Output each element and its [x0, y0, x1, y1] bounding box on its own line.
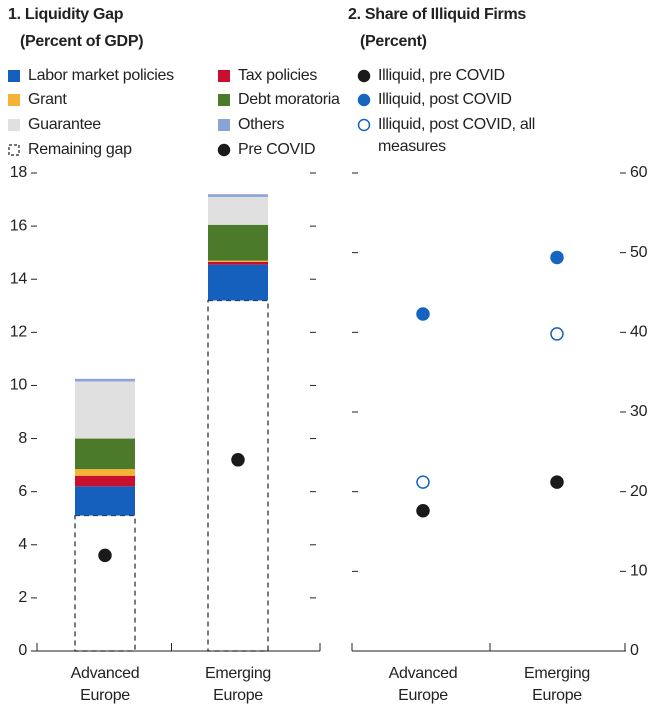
y-tick-label: 6	[18, 483, 27, 500]
data-point	[98, 548, 112, 563]
data-point	[416, 475, 430, 489]
legend-swatch	[218, 94, 230, 106]
bar-segment	[208, 260, 268, 262]
legend-label: Illiquid, post COVID	[378, 91, 512, 108]
y-tick-label: 0	[630, 642, 639, 659]
bar-segment	[75, 475, 135, 487]
bar-segment	[75, 381, 135, 439]
legend-marker	[357, 69, 371, 83]
bar-segment	[75, 438, 135, 470]
legend-label: Remaining gap	[28, 141, 132, 158]
data-point	[416, 504, 430, 518]
data-point	[416, 307, 430, 321]
bar-segment	[75, 378, 135, 382]
bar-segment	[208, 264, 268, 301]
bar-segment	[208, 261, 268, 265]
y-tick-label: 60	[630, 164, 648, 181]
chart-subtitle: (Percent of GDP)	[20, 33, 144, 50]
bar-segment	[208, 224, 268, 261]
legend-swatch	[8, 144, 20, 156]
legend-label: Guarantee	[28, 116, 101, 133]
y-tick-label: 10	[630, 563, 648, 580]
y-tick-label: 20	[630, 483, 648, 500]
bar-segment	[75, 469, 135, 476]
bar-segment	[74, 514, 136, 652]
chart-title: 1. Liquidity Gap	[8, 6, 124, 23]
legend-marker	[217, 143, 231, 157]
bar-segment	[207, 299, 269, 652]
data-point	[550, 475, 564, 489]
y-tick-label: 0	[18, 642, 27, 659]
y-tick-label: 18	[10, 164, 28, 181]
legend-swatch	[218, 70, 230, 82]
y-tick-label: 50	[630, 244, 648, 261]
legend-label: Tax policies	[238, 67, 318, 84]
x-tick-label: Advanced Europe	[388, 665, 458, 704]
x-tick-label: Emerging Europe	[204, 665, 272, 704]
legend-label: Illiquid, post COVID, all measures	[378, 116, 536, 155]
y-tick-label: 2	[18, 589, 27, 606]
legend-label: Illiquid, pre COVID	[378, 67, 505, 84]
y-tick-label: 30	[630, 403, 648, 420]
legend-label: Pre COVID	[238, 141, 316, 158]
legend-swatch	[8, 94, 20, 106]
y-tick-label: 4	[18, 536, 27, 553]
y-tick-label: 14	[10, 270, 28, 287]
legend-label: Grant	[28, 91, 67, 108]
bar-segment	[208, 196, 268, 225]
bar-segment	[75, 486, 135, 516]
y-tick-label: 8	[18, 430, 27, 447]
x-tick-label: Emerging Europe	[523, 665, 591, 704]
y-tick-label: 12	[10, 324, 28, 341]
legend-label: Others	[238, 116, 285, 133]
legend-marker	[357, 118, 371, 132]
legend-label: Debt moratoria	[238, 91, 340, 108]
data-point	[231, 453, 245, 467]
bar-segment	[208, 194, 268, 197]
data-point	[550, 327, 564, 341]
legend-swatch	[8, 119, 20, 131]
legend-marker	[357, 93, 371, 107]
legend-label: Labor market policies	[28, 67, 174, 84]
y-tick-label: 40	[630, 324, 648, 341]
chart-subtitle: (Percent)	[360, 33, 427, 50]
x-tick-label: Advanced Europe	[70, 665, 140, 704]
legend-swatch	[218, 119, 230, 131]
data-point	[550, 250, 564, 265]
legend-swatch	[8, 70, 20, 82]
chart-title: 2. Share of Illiquid Firms	[348, 6, 527, 23]
y-tick-label: 10	[10, 377, 28, 394]
y-tick-label: 16	[10, 217, 28, 234]
